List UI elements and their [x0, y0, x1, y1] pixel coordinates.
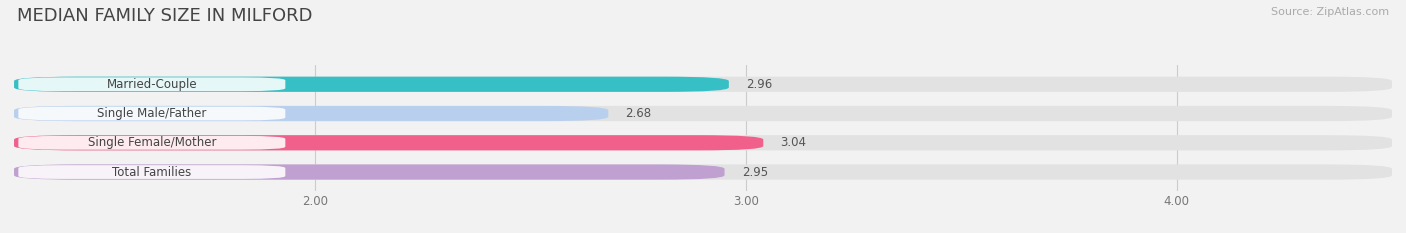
Text: 2.68: 2.68 — [626, 107, 651, 120]
FancyBboxPatch shape — [18, 136, 285, 150]
Text: Source: ZipAtlas.com: Source: ZipAtlas.com — [1271, 7, 1389, 17]
Text: 2.95: 2.95 — [742, 165, 768, 178]
FancyBboxPatch shape — [14, 164, 724, 180]
Text: Single Male/Father: Single Male/Father — [97, 107, 207, 120]
Text: 2.96: 2.96 — [747, 78, 772, 91]
FancyBboxPatch shape — [14, 106, 1392, 121]
Text: Married-Couple: Married-Couple — [107, 78, 197, 91]
Text: Total Families: Total Families — [112, 165, 191, 178]
FancyBboxPatch shape — [14, 164, 1392, 180]
FancyBboxPatch shape — [14, 135, 763, 150]
Text: 3.04: 3.04 — [780, 136, 807, 149]
Text: MEDIAN FAMILY SIZE IN MILFORD: MEDIAN FAMILY SIZE IN MILFORD — [17, 7, 312, 25]
FancyBboxPatch shape — [14, 135, 1392, 150]
FancyBboxPatch shape — [18, 77, 285, 91]
FancyBboxPatch shape — [18, 107, 285, 120]
FancyBboxPatch shape — [14, 77, 1392, 92]
Text: Single Female/Mother: Single Female/Mother — [87, 136, 217, 149]
FancyBboxPatch shape — [18, 165, 285, 179]
FancyBboxPatch shape — [14, 106, 609, 121]
FancyBboxPatch shape — [14, 77, 728, 92]
